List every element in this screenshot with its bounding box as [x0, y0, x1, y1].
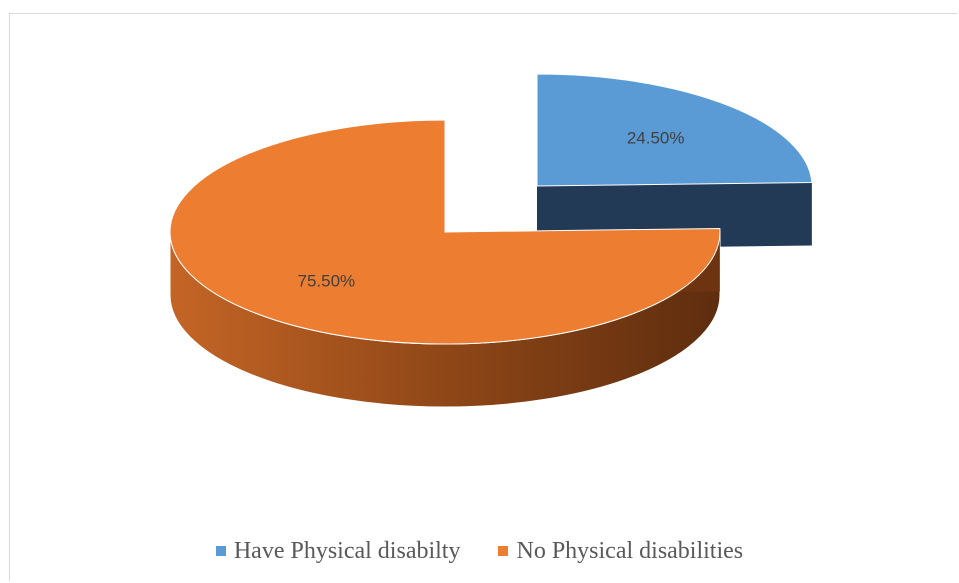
legend-swatch-orange	[498, 546, 509, 556]
pie-slice-1	[169, 119, 721, 345]
pie-slice-0	[536, 73, 813, 187]
legend-swatch-blue	[215, 546, 226, 556]
data-label-0: 24.50%	[627, 129, 685, 148]
legend: Have Physical disabilty No Physical disa…	[0, 533, 959, 569]
legend-label: Have Physical disabilty	[233, 537, 461, 564]
legend-label: No Physical disabilities	[516, 537, 744, 564]
legend-item-have-physical-disability: Have Physical disabilty	[215, 537, 461, 565]
legend-item-no-physical-disabilities: No Physical disabilities	[498, 538, 743, 565]
data-label-1: 75.50%	[298, 271, 356, 290]
